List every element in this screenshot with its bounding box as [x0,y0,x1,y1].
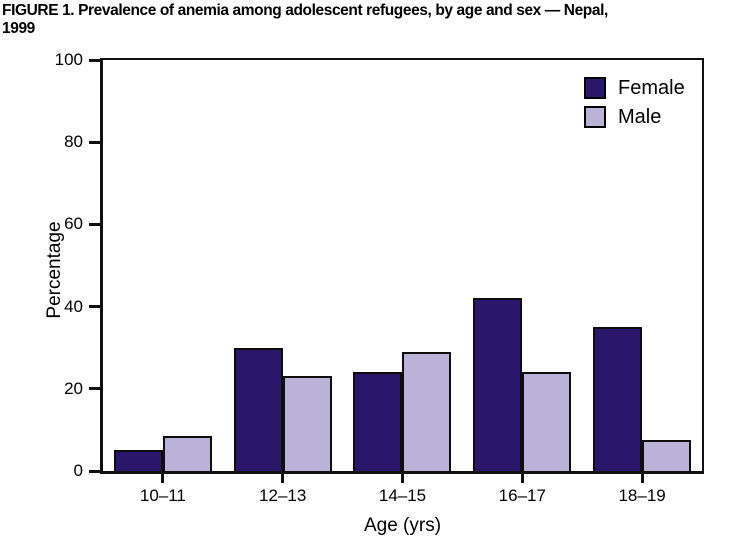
bar-group-10–11 [103,60,223,471]
x-tick-label-16–17: 16–17 [498,486,546,505]
y-tick-mark [89,469,100,473]
y-tick-mark [89,222,100,226]
bar-female-18–19 [593,327,643,471]
y-tick-mark [89,140,100,144]
x-tick-mark [161,474,165,483]
legend-swatch-male [584,106,606,128]
bar-female-16–17 [473,298,523,471]
bar-male-14–15 [402,352,452,471]
y-tick-label: 80 [64,132,83,152]
bar-female-10–11 [113,450,163,471]
bar-group-12–13 [223,60,343,471]
y-tick-mark [89,387,100,391]
figure-title: FIGURE 1. Prevalence of anemia among ado… [2,2,748,38]
legend-row-male: Male [584,106,685,128]
figure-title-line2: 1999 [2,20,35,37]
x-tick-mark [520,474,524,483]
bar-group-16–17 [462,60,582,471]
legend: Female Male [584,77,685,135]
bar-male-16–17 [522,372,572,471]
legend-label-female: Female [618,77,685,99]
y-tick-label: 40 [64,296,83,316]
y-tick-mark [89,58,100,62]
bar-male-10–11 [162,436,212,471]
y-tick-label: 0 [73,461,83,480]
x-tick-label-14–15: 14–15 [378,486,427,505]
x-tick-mark [401,474,404,483]
legend-row-female: Female [584,77,685,99]
figure-title-line1: FIGURE 1. Prevalence of anemia among ado… [2,2,608,19]
y-tick-label: 20 [64,378,83,398]
bar-female-12–13 [233,348,283,471]
y-tick-label: 100 [54,50,83,69]
bar-group-18–19 [582,60,702,471]
legend-label-male: Male [618,106,662,128]
bar-male-12–13 [282,376,332,471]
x-tick-mark [281,474,285,483]
bar-female-14–15 [353,372,403,471]
x-tick-mark [640,474,644,483]
bar-group-14–15 [343,60,463,471]
plot-area: Percentage 0 20 40 60 80 100 Female Male [44,51,704,480]
x-tick-label-10–11: 10–11 [139,486,186,505]
legend-swatch-female [584,77,606,99]
x-tick-label-12–13: 12–13 [259,486,307,505]
y-tick-label: 60 [64,214,83,234]
bar-male-18–19 [642,440,692,471]
x-axis-title: Age (yrs) [363,515,442,536]
x-tick-label-18–19: 18–19 [618,486,666,505]
y-tick-mark [89,305,100,309]
